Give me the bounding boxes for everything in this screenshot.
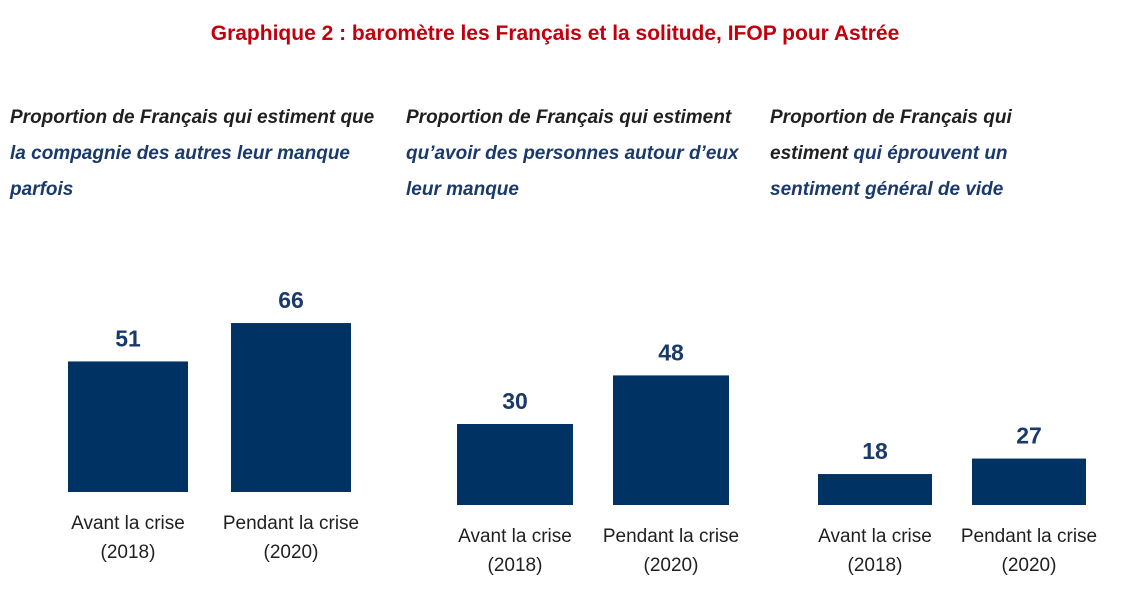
- category-label: Avant la crise (2018): [818, 526, 932, 576]
- bar-value-label: 48: [658, 339, 684, 365]
- bar-value-label: 66: [278, 287, 304, 313]
- bar-avant: [68, 361, 188, 492]
- panel-title-compagnie: Proportion de Français qui estiment que …: [10, 100, 380, 208]
- panel-title-accent: qu’avoir des personnes autour d’eux leur…: [406, 143, 739, 200]
- bar-value-label: 51: [115, 325, 141, 351]
- bar-pendant: [613, 375, 729, 505]
- category-label: Pendant la crise (2020): [603, 526, 739, 576]
- panel-title-personnes-autour: Proportion de Français qui estiment qu’a…: [406, 100, 756, 208]
- bar-value-label: 30: [502, 388, 528, 414]
- panel-title-plain: Proportion de Français qui estiment: [770, 107, 1012, 164]
- bar-pendant: [972, 458, 1086, 505]
- bar-pendant: [231, 323, 351, 492]
- bar-avant: [457, 424, 573, 505]
- chart-title: Graphique 2 : baromètre les Français et …: [210, 22, 900, 45]
- panel-title-plain: Proportion de Français qui estiment que: [10, 107, 375, 128]
- panel-title-accent: qui éprouvent un sentiment général de vi…: [770, 143, 1008, 200]
- panel-title-accent: la compagnie des autres leur manque parf…: [10, 143, 350, 200]
- category-label: Avant la crise (2018): [458, 526, 572, 576]
- category-label: Pendant la crise (2020): [223, 513, 359, 563]
- category-label: Avant la crise (2018): [71, 513, 185, 563]
- bar-value-label: 27: [1016, 423, 1042, 449]
- panel-title-plain: Proportion de Français qui estiment: [406, 107, 732, 128]
- bar-avant: [818, 474, 932, 505]
- category-label: Pendant la crise (2020): [961, 526, 1097, 576]
- panel-title-sentiment-vide: Proportion de Français qui estiment qui …: [770, 100, 1090, 208]
- bar-value-label: 18: [862, 438, 888, 464]
